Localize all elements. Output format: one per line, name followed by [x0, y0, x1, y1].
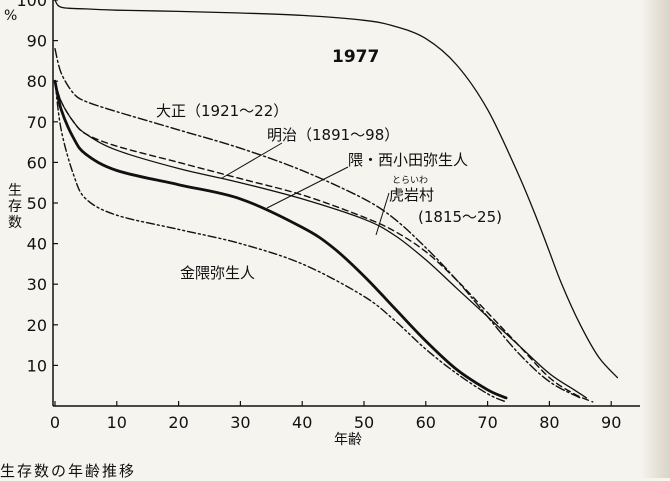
- x-tick-label: 0: [50, 413, 60, 432]
- figure-caption: 生存数の年齢推移: [0, 462, 137, 480]
- y-tick-label: 10: [27, 356, 47, 375]
- y-tick-label: 50: [27, 194, 47, 213]
- y-unit-label: %: [4, 8, 17, 24]
- series-line-2: [54, 48, 581, 399]
- y-tick-label: 90: [27, 32, 47, 51]
- label-toraiwa-years: (1815〜25): [418, 208, 502, 226]
- x-tick-label: 10: [107, 413, 127, 432]
- y-axis-title-char-1: 生: [8, 183, 22, 199]
- y-axis-title: 生 存 数: [8, 183, 22, 231]
- y-tick-label: 80: [27, 72, 47, 91]
- x-tick-label: 20: [168, 413, 188, 432]
- y-tick-label: 40: [27, 235, 47, 254]
- y-tick-label: 30: [27, 275, 47, 294]
- leader-line-toraiwa: [375, 192, 390, 236]
- series-line-4: [54, 80, 588, 399]
- y-tick-label: 20: [27, 316, 47, 335]
- label-meiji: 明治（1891〜98）: [267, 126, 399, 144]
- label-toraiwa: 虎岩村: [389, 186, 434, 204]
- x-tick-label: 80: [539, 413, 559, 432]
- label-toraiwa-ruby: とらいわ: [392, 175, 428, 186]
- x-tick-label: 60: [416, 413, 436, 432]
- x-tick-label: 50: [354, 413, 374, 432]
- x-tick-label: 40: [292, 413, 312, 432]
- y-tick-label: 100: [16, 0, 47, 10]
- label-taisho: 大正（1921〜22）: [156, 102, 288, 120]
- y-ticks: 10 20 30 40 50 60 70 80 90 100: [16, 0, 58, 375]
- label-1977: 1977: [332, 47, 379, 67]
- series-line-1: [54, 0, 619, 379]
- leader-line-kuma-nishioda: [266, 166, 349, 209]
- x-tick-label: 30: [230, 413, 250, 432]
- y-axis-title-char-2: 存: [8, 199, 22, 215]
- label-kanekuma: 金隈弥生人: [180, 264, 255, 282]
- x-tick-label: 90: [601, 413, 621, 432]
- y-tick-label: 60: [27, 153, 47, 172]
- x-tick-label: 70: [477, 413, 497, 432]
- series-line-5: [53, 79, 508, 400]
- x-axis-title: 年齢: [334, 432, 362, 448]
- series-line-3: [54, 80, 594, 403]
- y-axis-title-char-3: 数: [8, 215, 22, 231]
- leader-line-meiji: [221, 142, 283, 179]
- series-layer: [53, 0, 619, 403]
- y-tick-label: 70: [27, 113, 47, 132]
- page-edge-shadow: [640, 0, 670, 478]
- annotations: 1977 大正（1921〜22） 明治（1891〜98） 隈・西小田弥生人 とら…: [156, 47, 502, 282]
- leader-lines: [221, 142, 390, 236]
- label-kuma-nishioda: 隈・西小田弥生人: [348, 151, 468, 169]
- series-line-6: [54, 80, 507, 403]
